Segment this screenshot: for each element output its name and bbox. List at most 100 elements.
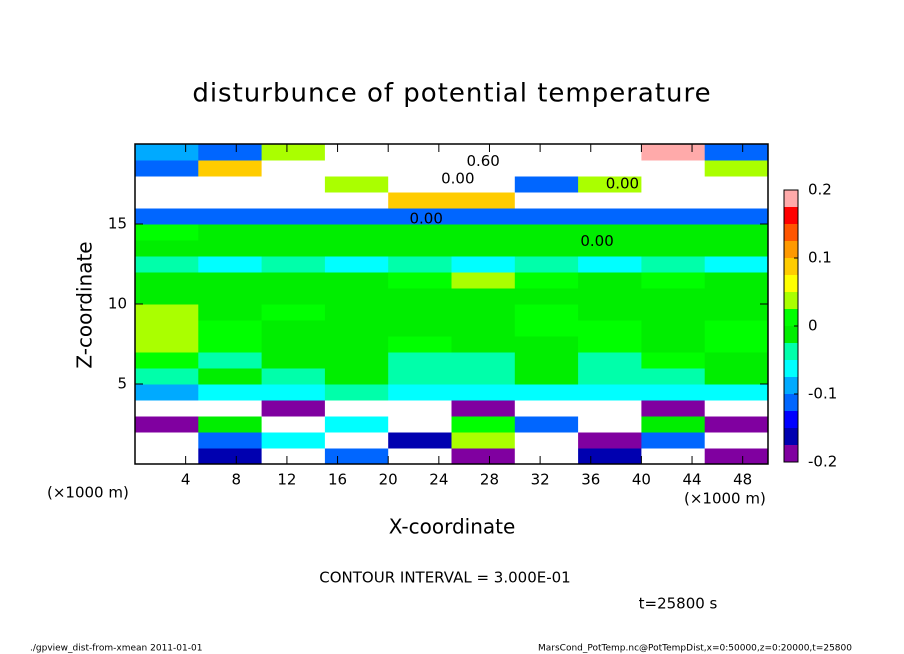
- cell: [578, 192, 642, 209]
- cell: [324, 192, 389, 209]
- cell: [324, 400, 389, 417]
- cell: [704, 320, 769, 337]
- cell: [578, 432, 642, 449]
- cell: [198, 240, 263, 257]
- cell: [261, 224, 326, 241]
- colorbar-swatch: [784, 360, 798, 377]
- contour-label: 0.00: [580, 232, 613, 250]
- cell: [261, 448, 326, 465]
- colorbar-swatch: [784, 241, 798, 258]
- x-tick-label: 36: [581, 471, 600, 489]
- cell: [388, 192, 452, 209]
- footer-right: MarsCond_PotTemp.nc@PotTempDist,x=0:5000…: [538, 644, 852, 654]
- cell: [198, 432, 263, 449]
- cell: [135, 320, 199, 337]
- cell: [261, 192, 326, 209]
- cell: [578, 368, 642, 385]
- cell: [388, 400, 452, 417]
- cell: [704, 160, 769, 177]
- cell: [135, 224, 199, 241]
- cell: [704, 400, 769, 417]
- cell: [261, 288, 326, 305]
- cell: [641, 224, 706, 241]
- x-tick-label: 4: [181, 471, 191, 489]
- cell: [514, 432, 579, 449]
- cell: [514, 256, 579, 273]
- cell: [198, 336, 263, 353]
- cell: [514, 240, 579, 257]
- cell: [451, 176, 516, 193]
- colorbar-swatch: [784, 445, 798, 462]
- cell: [261, 432, 326, 449]
- cell: [324, 352, 389, 369]
- x-tick-label: 32: [531, 471, 550, 489]
- cell: [578, 416, 642, 433]
- cell: [704, 304, 769, 321]
- cell: [388, 240, 452, 257]
- cell: [261, 304, 326, 321]
- cell: [198, 320, 263, 337]
- cell: [198, 384, 263, 401]
- cell: [324, 448, 389, 465]
- x-tick-label: 44: [682, 471, 701, 489]
- cell: [261, 384, 326, 401]
- cell: [324, 176, 389, 193]
- contour-label: 0.00: [409, 210, 442, 228]
- colorbar-tick-label: -0.2: [808, 453, 837, 471]
- cell: [261, 240, 326, 257]
- cell: [324, 432, 389, 449]
- cell: [514, 192, 579, 209]
- cell: [578, 272, 642, 289]
- cell: [135, 304, 199, 321]
- cell: [451, 160, 516, 177]
- cell: [641, 352, 706, 369]
- cell: [388, 304, 452, 321]
- cell: [514, 176, 579, 193]
- cell: [388, 448, 452, 465]
- cell: [704, 144, 769, 161]
- cell: [388, 336, 452, 353]
- cell: [514, 448, 579, 465]
- cell: [578, 336, 642, 353]
- cell: [451, 384, 516, 401]
- cell: [514, 352, 579, 369]
- contour-label: 0.60: [466, 152, 499, 170]
- cell: [704, 432, 769, 449]
- contour-label: 0.00: [441, 170, 474, 188]
- cell: [198, 288, 263, 305]
- cell: [388, 320, 452, 337]
- cell: [135, 432, 199, 449]
- cell: [514, 160, 579, 177]
- cell: [324, 336, 389, 353]
- cell: [578, 176, 642, 193]
- cell: [388, 432, 452, 449]
- cell: [324, 272, 389, 289]
- cell: [135, 240, 199, 257]
- colorbar-swatch: [784, 224, 798, 241]
- cell: [641, 192, 706, 209]
- cell: [578, 144, 642, 161]
- cell: [641, 320, 706, 337]
- cell: [388, 288, 452, 305]
- cell: [704, 272, 769, 289]
- cell: [578, 352, 642, 369]
- colorbar-swatch: [784, 377, 798, 394]
- cell: [704, 336, 769, 353]
- y-unit: (×1000 m): [47, 484, 129, 502]
- y-tick-label: 10: [108, 295, 127, 313]
- cell: [198, 352, 263, 369]
- cell: [451, 208, 516, 225]
- cell: [324, 240, 389, 257]
- cell: [578, 208, 642, 225]
- cell: [704, 448, 769, 465]
- colorbar-swatch: [784, 343, 798, 360]
- x-tick-label: 28: [480, 471, 499, 489]
- cell: [578, 400, 642, 417]
- cell: [198, 368, 263, 385]
- cell: [451, 144, 516, 161]
- cell: [198, 256, 263, 273]
- cell: [641, 144, 706, 161]
- cell: [641, 384, 706, 401]
- x-tick-label: 48: [733, 471, 752, 489]
- cell: [451, 352, 516, 369]
